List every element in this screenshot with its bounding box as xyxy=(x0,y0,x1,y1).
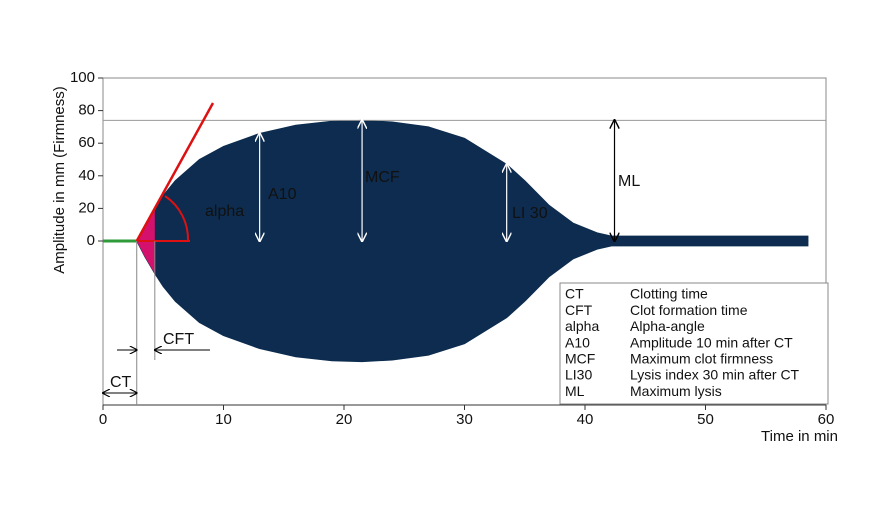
annotation: MCF xyxy=(365,169,400,186)
legend-box xyxy=(559,282,829,405)
legend-desc: Maximum lysis xyxy=(630,383,722,399)
annotation: LI 30 xyxy=(512,205,548,222)
clot-curve-upper xyxy=(103,119,809,242)
legend-desc: Amplitude 10 min after CT xyxy=(630,334,793,350)
y-tick-label: 100 xyxy=(70,69,95,86)
x-tick-label: 20 xyxy=(336,411,353,428)
alpha-tangent xyxy=(135,102,215,242)
x-tick-label: 40 xyxy=(577,411,594,428)
legend-abbr: ML xyxy=(565,383,585,399)
legend-desc: Lysis index 30 min after CT xyxy=(630,367,800,383)
legend-abbr: A10 xyxy=(565,334,590,350)
legend-abbr: LI30 xyxy=(565,367,592,383)
y-axis-title: Amplitude in mm (Firmness) xyxy=(51,86,68,274)
annotation: alpha xyxy=(205,203,244,220)
annotation: ML xyxy=(618,173,640,190)
x-axis-title: Time in min xyxy=(761,428,838,445)
legend-desc: Maximum clot firmness xyxy=(630,351,773,367)
y-tick-label: 80 xyxy=(78,102,95,119)
y-tick-label: 20 xyxy=(78,199,95,216)
x-tick-label: 30 xyxy=(456,411,473,428)
legend-abbr: MCF xyxy=(565,351,595,367)
y-tick-label: 60 xyxy=(78,134,95,151)
x-tick-label: 50 xyxy=(697,411,714,428)
legend-desc: Alpha-angle xyxy=(630,318,705,334)
x-tick-label: 0 xyxy=(99,411,107,428)
y-tick-label: 40 xyxy=(78,167,95,184)
annotation: CT xyxy=(110,374,132,391)
legend-abbr: CT xyxy=(565,286,584,302)
legend-desc: Clot formation time xyxy=(630,302,748,318)
x-tick-label: 10 xyxy=(215,411,232,428)
alpha-arc xyxy=(164,195,190,242)
annotation: A10 xyxy=(268,186,297,203)
x-tick-label: 60 xyxy=(818,411,835,428)
y-tick-label: 0 xyxy=(87,232,95,249)
legend-abbr: alpha xyxy=(565,318,599,334)
clot-curve-lower xyxy=(103,240,809,363)
annotation: CFT xyxy=(163,331,194,348)
legend-desc: Clotting time xyxy=(630,286,708,302)
legend-abbr: CFT xyxy=(565,302,593,318)
